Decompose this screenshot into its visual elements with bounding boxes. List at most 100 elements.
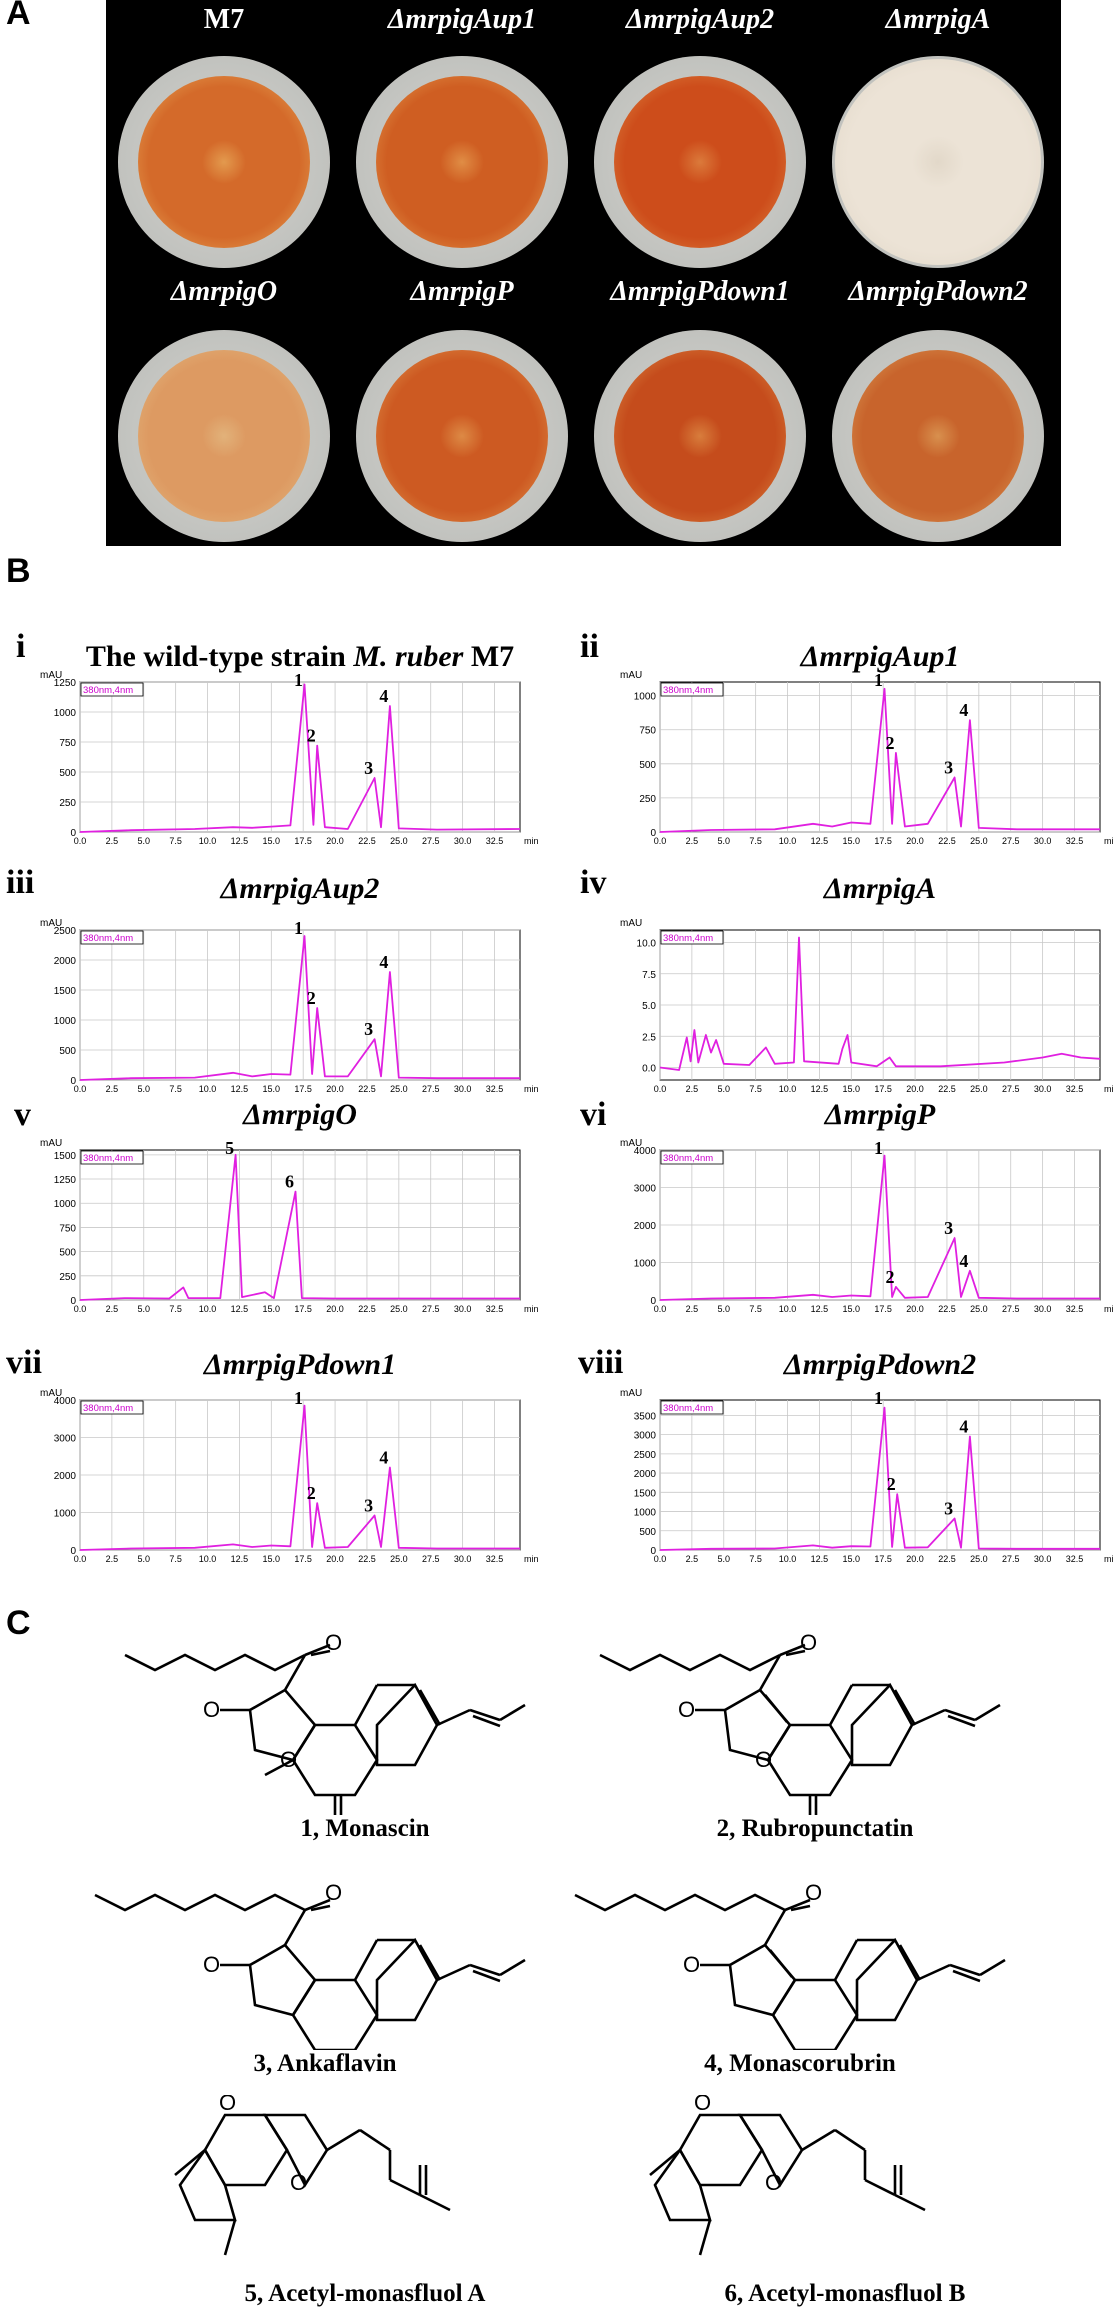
x-tick-label: 10.0: [779, 1304, 797, 1314]
chromatogram-svg: 0.0 2.5 5.0 7.5 10.0 12.5 15.0 17.5 20.0 22.5 25.0…: [620, 918, 1114, 1094]
x-tick-label: 2.5: [686, 1554, 699, 1564]
wavelength-box: [660, 930, 724, 945]
x-axis-unit: min: [1104, 1084, 1114, 1094]
x-axis-unit: min: [1104, 1554, 1114, 1564]
acetyl-monasfluol-a-structure-drawing: O O: [174, 2090, 451, 2256]
x-tick-label: 25.0: [970, 1304, 988, 1314]
wavelength-box: [80, 682, 144, 697]
peak-label: 4: [959, 700, 968, 720]
x-tick-label: 10.0: [779, 1084, 797, 1094]
wavelength-box: [80, 930, 144, 945]
x-tick-label: 25.0: [390, 1084, 408, 1094]
fungal-colony: [614, 76, 786, 248]
x-tick-label: 5.0: [138, 1304, 151, 1314]
wavelength-label: 380nm,4nm: [83, 685, 133, 696]
chromatogram-iii: 0.0 2.5 5.0 7.5 10.0 12.5 15.0 17.5 20.0 22.5 25.0…: [20, 916, 540, 1111]
y-tick-label: 1500: [54, 1151, 77, 1162]
chart-title-italic: ΔmrpigP: [824, 1098, 936, 1131]
x-tick-label: 12.5: [811, 836, 829, 846]
x-tick-label: 30.0: [1034, 1554, 1052, 1564]
strain-label: ΔmrpigAup2: [625, 4, 775, 35]
x-tick-label: 30.0: [454, 1084, 472, 1094]
peak-label: 1: [294, 1388, 303, 1408]
peak-label: 3: [944, 1218, 953, 1238]
svg-text:O: O: [290, 2170, 307, 2195]
y-tick-label: 500: [59, 768, 76, 779]
x-tick-label: 20.0: [906, 1554, 924, 1564]
x-tick-label: 10.0: [199, 1084, 217, 1094]
svg-text:O: O: [203, 1697, 220, 1722]
x-tick-label: 5.0: [138, 1084, 151, 1094]
y-tick-label: 1250: [54, 1175, 77, 1186]
y-tick-label: 0.0: [642, 1064, 656, 1075]
structure-acetyl-monasfluol-a: O O: [165, 2090, 485, 2280]
plot-frame: [659, 1399, 1101, 1551]
x-axis-unit: min: [1104, 836, 1114, 846]
wavelength-label: 380nm,4nm: [663, 685, 713, 696]
x-tick-label: 12.5: [811, 1554, 829, 1564]
x-tick-label: 7.5: [169, 1304, 182, 1314]
y-tick-label: 750: [59, 738, 76, 749]
chart-title: ΔmrpigO: [80, 1098, 520, 1132]
chart-title-italic: ΔmrpigPdown2: [783, 1348, 977, 1381]
peak-label: 3: [364, 1496, 373, 1516]
petri-dish: [118, 56, 330, 268]
chart-title: ΔmrpigPdown2: [660, 1348, 1100, 1382]
x-tick-label: 22.5: [938, 836, 956, 846]
x-tick-label: 20.0: [906, 1084, 924, 1094]
x-tick-label: 15.0: [263, 1554, 281, 1564]
y-axis-unit: mAU: [620, 1388, 642, 1399]
x-tick-label: 22.5: [358, 1084, 376, 1094]
chart-title: ΔmrpigA: [660, 872, 1100, 906]
svg-text:O: O: [325, 1880, 342, 1905]
x-tick-label: 12.5: [231, 836, 249, 846]
y-tick-label: 10.0: [637, 939, 657, 950]
svg-text:O: O: [219, 2095, 236, 2115]
x-tick-label: 15.0: [843, 1304, 861, 1314]
y-tick-label: 1500: [54, 986, 77, 997]
baseline-trace: [659, 1407, 1100, 1551]
x-tick-label: 32.5: [486, 1554, 504, 1564]
peak-label: 4: [959, 1251, 968, 1271]
y-tick-label: 0: [70, 1546, 76, 1557]
x-tick-label: 30.0: [1034, 836, 1052, 846]
x-tick-label: 20.0: [326, 1084, 344, 1094]
peak-label: 4: [379, 1448, 388, 1468]
peak-label: 4: [379, 686, 388, 706]
x-tick-label: 20.0: [326, 1304, 344, 1314]
subpanel-label: v: [14, 1096, 31, 1133]
chromatogram-trace: [659, 687, 1100, 833]
y-tick-label: 3000: [634, 1431, 657, 1442]
y-tick-label: 250: [59, 1272, 76, 1283]
x-axis-unit: min: [524, 1084, 539, 1094]
baseline-trace: [79, 1405, 520, 1551]
chromatogram-iv: 0.0 2.5 5.0 7.5 10.0 12.5 15.0 17.5 20.0 22.5 25.0…: [600, 916, 1114, 1111]
strain-label: M7: [203, 4, 245, 35]
peak-label: 3: [944, 1498, 953, 1518]
chromatogram-trace: [79, 1153, 520, 1301]
chromatogram-trace: [659, 1154, 1100, 1301]
wavelength-box: [660, 1150, 724, 1165]
y-axis-unit: mAU: [620, 918, 642, 929]
x-tick-label: 0.0: [654, 1084, 667, 1094]
y-axis-unit: mAU: [40, 670, 62, 681]
y-tick-label: 1000: [634, 1508, 657, 1519]
y-tick-label: 0: [70, 828, 76, 839]
x-tick-label: 10.0: [199, 1554, 217, 1564]
compound-label-1: 1, Monascin: [300, 1815, 430, 1842]
baseline-trace: [79, 684, 521, 833]
x-tick-label: 22.5: [358, 1554, 376, 1564]
peak-label: 4: [959, 1417, 968, 1437]
y-tick-label: 1500: [634, 1488, 657, 1499]
y-tick-label: 500: [59, 1046, 76, 1057]
strain-label: ΔmrpigAup1: [387, 4, 537, 35]
subpanel-label: iii: [6, 864, 35, 901]
y-tick-label: 2500: [634, 1450, 657, 1461]
x-tick-label: 27.5: [422, 836, 440, 846]
x-tick-label: 15.0: [843, 1554, 861, 1564]
y-tick-label: 500: [639, 760, 656, 771]
subpanel-label: vii: [6, 1344, 42, 1381]
chromatogram-i: 0.0 2.5 5.0 7.5 10.0 12.5 15.0 17.5 20.0 22.5 25.0…: [20, 668, 540, 863]
peak-label: 2: [885, 1267, 894, 1287]
fungal-colony: [376, 76, 548, 248]
